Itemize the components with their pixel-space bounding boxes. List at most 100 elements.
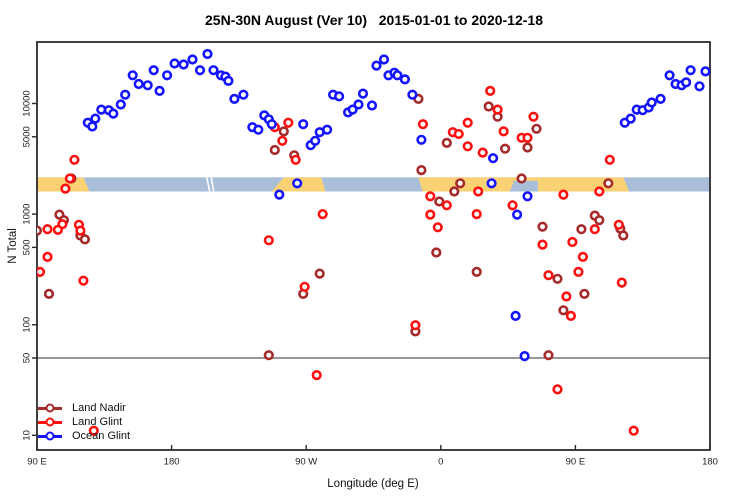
plot-border bbox=[36, 41, 711, 451]
data-point-land-glint bbox=[64, 173, 75, 184]
data-point-land-glint bbox=[75, 225, 86, 236]
data-point-land-glint bbox=[417, 119, 429, 130]
data-point-ocean-glint bbox=[378, 54, 390, 65]
data-point-land-glint bbox=[477, 147, 488, 158]
data-point-ocean-glint bbox=[646, 97, 657, 108]
data-point-ocean-glint bbox=[488, 153, 499, 164]
data-point-ocean-glint bbox=[511, 209, 523, 220]
land-ocean-band bbox=[37, 177, 710, 192]
y-tick-label: 1000 bbox=[22, 204, 33, 225]
x-tick-label: 90 W bbox=[295, 457, 317, 468]
data-point-ocean-glint bbox=[253, 124, 264, 135]
data-point-ocean-glint bbox=[148, 65, 159, 76]
data-point-land-glint bbox=[78, 275, 89, 286]
data-point-ocean-glint bbox=[694, 81, 705, 92]
data-point-land-glint bbox=[263, 235, 274, 246]
x-tick-label: 90 E bbox=[27, 457, 47, 468]
data-point-land-glint bbox=[52, 224, 64, 235]
data-point-land-nadir bbox=[449, 186, 460, 197]
data-point-ocean-glint bbox=[664, 70, 675, 81]
land-nadir-symbol bbox=[38, 403, 62, 413]
data-point-land-nadir bbox=[483, 101, 494, 112]
data-point-land-glint bbox=[69, 154, 80, 165]
data-point-land-glint bbox=[473, 186, 484, 197]
data-point-ocean-glint bbox=[416, 134, 427, 145]
data-point-land-glint bbox=[410, 320, 421, 331]
data-point-ocean-glint bbox=[120, 89, 131, 100]
data-point-ocean-glint bbox=[322, 124, 333, 135]
legend-item-ocean-glint: Ocean Glint bbox=[38, 429, 130, 443]
legend-label: Land Glint bbox=[72, 416, 123, 428]
data-point-land-glint bbox=[462, 141, 473, 152]
data-point-land-nadir bbox=[603, 178, 614, 189]
data-point-ocean-glint bbox=[223, 75, 234, 86]
data-point-land-glint bbox=[543, 270, 554, 281]
data-point-land-glint bbox=[299, 281, 310, 292]
data-point-land-glint bbox=[317, 209, 328, 220]
data-point-ocean-glint bbox=[229, 93, 240, 104]
data-point-ocean-glint bbox=[162, 70, 173, 81]
data-point-land-nadir bbox=[516, 173, 527, 184]
data-point-land-glint bbox=[453, 128, 464, 140]
data-point-ocean-glint bbox=[292, 178, 303, 189]
data-point-land-nadir bbox=[37, 225, 43, 236]
data-point-land-glint bbox=[628, 425, 639, 436]
data-point-land-glint bbox=[552, 384, 563, 395]
x-tick-label: 90 E bbox=[566, 457, 586, 468]
data-point-land-glint bbox=[432, 222, 443, 233]
data-point-land-nadir bbox=[455, 178, 466, 189]
data-point-land-glint bbox=[507, 200, 518, 211]
data-point-ocean-glint bbox=[274, 189, 285, 200]
data-point-ocean-glint bbox=[208, 65, 219, 76]
data-point-ocean-glint bbox=[366, 100, 378, 111]
data-point-land-glint bbox=[522, 132, 533, 143]
data-point-ocean-glint bbox=[133, 78, 144, 90]
data-point-land-nadir bbox=[618, 230, 629, 241]
data-point-ocean-glint bbox=[194, 65, 206, 76]
data-point-land-nadir bbox=[522, 142, 533, 153]
data-point-land-glint bbox=[425, 191, 436, 202]
data-point-land-nadir bbox=[434, 196, 445, 207]
data-points bbox=[37, 48, 710, 436]
data-point-ocean-glint bbox=[486, 178, 497, 189]
data-point-land-glint bbox=[567, 236, 578, 248]
data-point-ocean-glint bbox=[680, 77, 692, 88]
y-tick-label: 10000 bbox=[22, 90, 33, 116]
data-point-ocean-glint bbox=[334, 91, 345, 102]
data-point-land-glint bbox=[613, 219, 624, 230]
legend-label: Ocean Glint bbox=[72, 430, 131, 442]
x-axis-title: Longitude (deg E) bbox=[327, 478, 419, 490]
data-point-ocean-glint bbox=[407, 89, 418, 100]
data-point-land-glint bbox=[283, 117, 294, 128]
data-point-land-nadir bbox=[543, 350, 554, 361]
data-point-land-glint bbox=[471, 209, 482, 220]
data-point-land-glint bbox=[290, 154, 301, 165]
y-tick-label: 500 bbox=[22, 239, 33, 255]
data-point-land-glint bbox=[60, 183, 71, 194]
data-point-land-glint bbox=[42, 224, 53, 235]
y-tick-label: 100 bbox=[22, 317, 33, 333]
band-ocean-inlet bbox=[509, 180, 539, 192]
data-point-ocean-glint bbox=[519, 351, 530, 362]
data-point-land-glint bbox=[498, 126, 509, 137]
data-point-land-nadir bbox=[531, 123, 542, 134]
legend-label: Land Nadir bbox=[72, 402, 126, 414]
data-point-land-nadir bbox=[579, 288, 590, 300]
data-point-ocean-glint bbox=[510, 310, 521, 322]
data-point-land-glint bbox=[441, 200, 452, 211]
legend-item-land-glint: Land Glint bbox=[38, 415, 130, 429]
data-point-land-nadir bbox=[558, 305, 569, 316]
data-point-ocean-glint bbox=[169, 58, 180, 69]
data-point-ocean-glint bbox=[142, 80, 153, 91]
data-point-land-glint bbox=[573, 266, 584, 278]
data-point-ocean-glint bbox=[310, 135, 321, 146]
data-point-ocean-glint bbox=[522, 191, 533, 202]
y-tick-label: 10 bbox=[22, 430, 33, 441]
data-point-land-glint bbox=[561, 291, 572, 302]
y-tick-label: 5000 bbox=[22, 126, 33, 147]
data-point-land-glint bbox=[528, 111, 539, 122]
data-point-ocean-glint bbox=[357, 88, 369, 99]
x-tick-label: 180 bbox=[164, 457, 180, 468]
y-tick-label: 50 bbox=[22, 353, 33, 364]
